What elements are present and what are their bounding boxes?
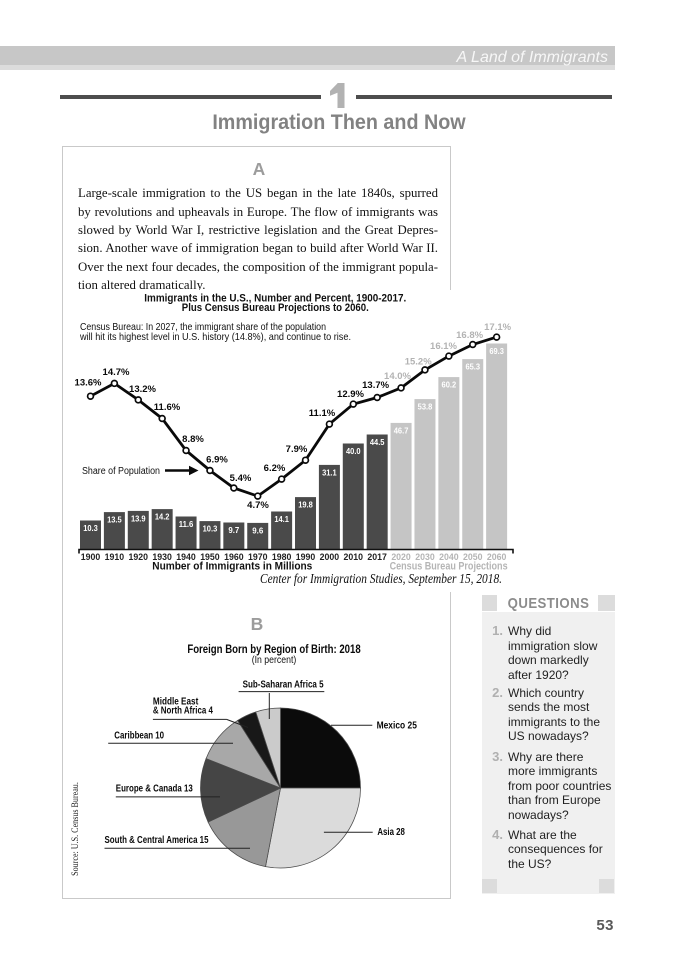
svg-text:Middle East: Middle East [153, 696, 199, 707]
svg-text:8.8%: 8.8% [182, 433, 204, 444]
svg-text:2000: 2000 [320, 552, 340, 562]
svg-text:Immigrants in the U.S., Number: Immigrants in the U.S., Number and Perce… [144, 292, 406, 304]
svg-text:9.6: 9.6 [252, 525, 263, 535]
svg-text:11.6%: 11.6% [154, 401, 181, 412]
svg-text:13.2%: 13.2% [129, 383, 156, 394]
svg-text:Sub-Saharan Africa 5: Sub-Saharan Africa 5 [243, 680, 324, 691]
svg-text:Number of Immigrants in Millio: Number of Immigrants in Millions [152, 560, 312, 572]
svg-text:11.1%: 11.1% [309, 408, 336, 419]
svg-text:14.2: 14.2 [155, 511, 170, 521]
svg-text:Share of Population: Share of Population [82, 465, 160, 476]
svg-text:10.3: 10.3 [203, 523, 218, 533]
svg-text:53.8: 53.8 [418, 401, 433, 411]
svg-text:13.5: 13.5 [107, 514, 122, 524]
svg-text:2030: 2030 [415, 552, 435, 562]
svg-text:Plus Census Bureau Projections: Plus Census Bureau Projections to 2060. [182, 302, 369, 314]
svg-text:& North Africa 4: & North Africa 4 [153, 706, 213, 717]
svg-text:10.3: 10.3 [83, 523, 98, 533]
svg-text:1960: 1960 [224, 552, 244, 562]
svg-text:17.1%: 17.1% [484, 321, 511, 332]
svg-text:will hit its highest level in: will hit its highest level in U.S. histo… [79, 331, 351, 343]
svg-text:2017: 2017 [367, 552, 387, 562]
svg-text:1920: 1920 [129, 552, 149, 562]
svg-text:44.5: 44.5 [370, 437, 385, 447]
svg-text:13.6%: 13.6% [75, 377, 102, 388]
svg-text:12.9%: 12.9% [337, 388, 364, 399]
svg-text:60.2: 60.2 [442, 379, 457, 389]
svg-text:2050: 2050 [463, 552, 483, 562]
svg-text:1970: 1970 [248, 552, 267, 562]
svg-text:4.7%: 4.7% [247, 499, 269, 510]
svg-text:6.2%: 6.2% [264, 463, 286, 474]
svg-text:13.9: 13.9 [131, 513, 146, 523]
svg-text:40.0: 40.0 [346, 446, 361, 456]
svg-text:14.0%: 14.0% [384, 370, 411, 381]
svg-text:1910: 1910 [105, 552, 125, 562]
svg-text:1900: 1900 [81, 552, 101, 562]
svg-text:11.6: 11.6 [179, 519, 194, 529]
svg-text:2020: 2020 [391, 552, 411, 562]
svg-text:16.1%: 16.1% [430, 341, 457, 352]
svg-text:69.3: 69.3 [489, 346, 504, 356]
svg-text:Asia 28: Asia 28 [377, 827, 405, 838]
svg-text:2010: 2010 [344, 552, 364, 562]
svg-text:65.3: 65.3 [465, 361, 480, 371]
svg-text:46.7: 46.7 [394, 425, 409, 435]
svg-text:2040: 2040 [439, 552, 459, 562]
svg-text:1930: 1930 [152, 552, 172, 562]
svg-text:19.8: 19.8 [298, 499, 313, 509]
svg-text:2060: 2060 [487, 552, 507, 562]
svg-text:Census Bureau Projections: Census Bureau Projections [390, 560, 508, 572]
svg-text:5.4%: 5.4% [230, 472, 252, 483]
svg-text:1980: 1980 [272, 552, 292, 562]
svg-text:1950: 1950 [200, 552, 220, 562]
svg-text:15.2%: 15.2% [405, 356, 432, 367]
svg-text:Mexico 25: Mexico 25 [377, 721, 418, 732]
svg-text:Center for Immigration Studies: Center for Immigration Studies, Septembe… [260, 571, 502, 586]
svg-text:7.9%: 7.9% [286, 444, 308, 455]
svg-text:31.1: 31.1 [322, 467, 337, 477]
svg-text:Caribbean 10: Caribbean 10 [114, 730, 164, 741]
svg-text:14.1: 14.1 [274, 514, 289, 524]
svg-text:Europe & Canada 13: Europe & Canada 13 [116, 784, 193, 795]
svg-text:1990: 1990 [296, 552, 316, 562]
svg-text:9.7: 9.7 [228, 525, 239, 535]
svg-text:1940: 1940 [176, 552, 196, 562]
svg-text:14.7%: 14.7% [103, 366, 130, 377]
svg-text:South & Central America 15: South & Central America 15 [105, 835, 209, 846]
svg-text:13.7%: 13.7% [362, 380, 389, 391]
svg-text:Census Bureau: In 2027, the im: Census Bureau: In 2027, the immigrant sh… [80, 321, 326, 333]
svg-text:16.8%: 16.8% [456, 330, 483, 341]
svg-text:6.9%: 6.9% [206, 454, 228, 465]
